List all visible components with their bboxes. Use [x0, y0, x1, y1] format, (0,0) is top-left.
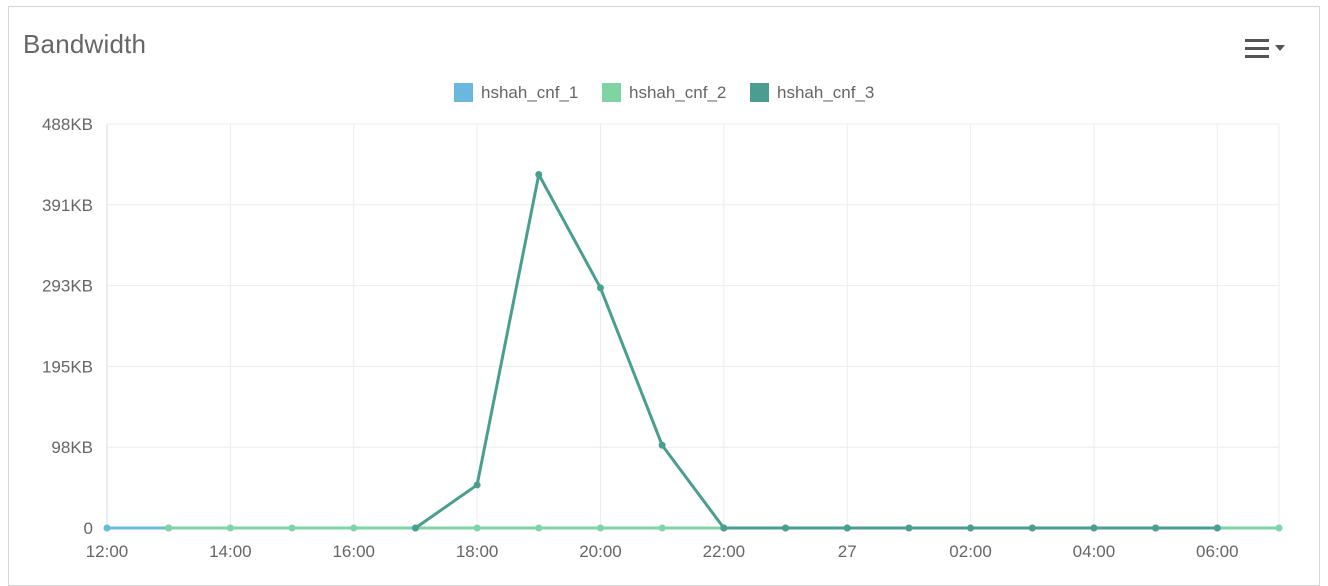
data-point-hshah_cnf_2 [165, 524, 173, 532]
data-point-hshah_cnf_2 [658, 524, 666, 532]
x-tick-label: 12:00 [86, 542, 129, 561]
data-point-hshah_cnf_2 [535, 524, 543, 532]
x-tick-label: 16:00 [332, 542, 375, 561]
data-point-hshah_cnf_3 [1152, 524, 1160, 532]
legend-label: hshah_cnf_2 [629, 83, 726, 102]
data-point-hshah_cnf_2 [473, 524, 481, 532]
caret-down-icon [1275, 45, 1285, 51]
chart-legend: hshah_cnf_1 hshah_cnf_2 hshah_cnf_3 [454, 83, 874, 102]
legend-item-hshah_cnf_3: hshah_cnf_3 [750, 83, 874, 102]
data-point-hshah_cnf_3 [843, 524, 851, 532]
data-point-hshah_cnf_3 [658, 441, 666, 449]
data-point-hshah_cnf_2 [1275, 524, 1283, 532]
series-line-hshah_cnf_3 [414, 173, 1218, 530]
x-tick-label: 18:00 [456, 542, 499, 561]
x-tick-label: 06:00 [1196, 542, 1239, 561]
y-axis: 0 98KB 195KB 293KB 391KB 488KB [42, 115, 93, 538]
data-point-hshah_cnf_3 [1090, 524, 1098, 532]
data-point-hshah_cnf_3 [720, 524, 728, 532]
y-tick-label: 391KB [42, 196, 93, 215]
legend-item-hshah_cnf_1: hshah_cnf_1 [454, 83, 578, 102]
data-point-hshah_cnf_2 [226, 524, 234, 532]
data-point-hshah_cnf_3 [967, 524, 975, 532]
legend-label: hshah_cnf_3 [777, 83, 874, 102]
x-tick-label: 04:00 [1073, 542, 1116, 561]
x-tick-label: 27 [838, 542, 857, 561]
y-tick-label: 0 [84, 519, 93, 538]
x-axis: 12:00 14:00 16:00 18:00 20:00 22:00 27 02:00 04:… [86, 542, 1239, 561]
y-tick-label: 98KB [51, 438, 93, 457]
data-point-hshah_cnf_3 [1028, 524, 1036, 532]
hamburger-menu-icon [1245, 38, 1269, 58]
data-point-hshah_cnf_3 [596, 284, 604, 292]
data-point-hshah_cnf_1 [103, 524, 111, 532]
data-point-hshah_cnf_2 [596, 524, 604, 532]
data-point-hshah_cnf_3 [1213, 524, 1221, 532]
chart-grid [106, 123, 1280, 529]
legend-swatch [602, 83, 621, 102]
legend-swatch [454, 83, 473, 102]
panel-title: Bandwidth [23, 29, 147, 59]
x-tick-label: 02:00 [949, 542, 992, 561]
x-tick-label: 20:00 [579, 542, 622, 561]
chart-series [103, 171, 1283, 532]
data-point-hshah_cnf_3 [473, 481, 481, 489]
data-point-hshah_cnf_2 [350, 524, 358, 532]
bandwidth-panel: Bandwidth [8, 6, 1320, 586]
legend-swatch [750, 83, 769, 102]
legend-item-hshah_cnf_2: hshah_cnf_2 [602, 83, 726, 102]
data-point-hshah_cnf_3 [535, 171, 543, 178]
data-point-hshah_cnf_3 [411, 524, 419, 532]
data-point-hshah_cnf_3 [905, 524, 913, 532]
y-tick-label: 195KB [42, 357, 93, 376]
y-tick-label: 488KB [42, 115, 93, 134]
y-tick-label: 293KB [42, 277, 93, 296]
data-point-hshah_cnf_2 [288, 524, 296, 532]
chart-menu-button[interactable] [1245, 33, 1297, 63]
data-point-hshah_cnf_3 [782, 524, 790, 532]
legend-label: hshah_cnf_1 [481, 83, 578, 102]
x-tick-label: 14:00 [209, 542, 252, 561]
x-tick-label: 22:00 [703, 542, 746, 561]
